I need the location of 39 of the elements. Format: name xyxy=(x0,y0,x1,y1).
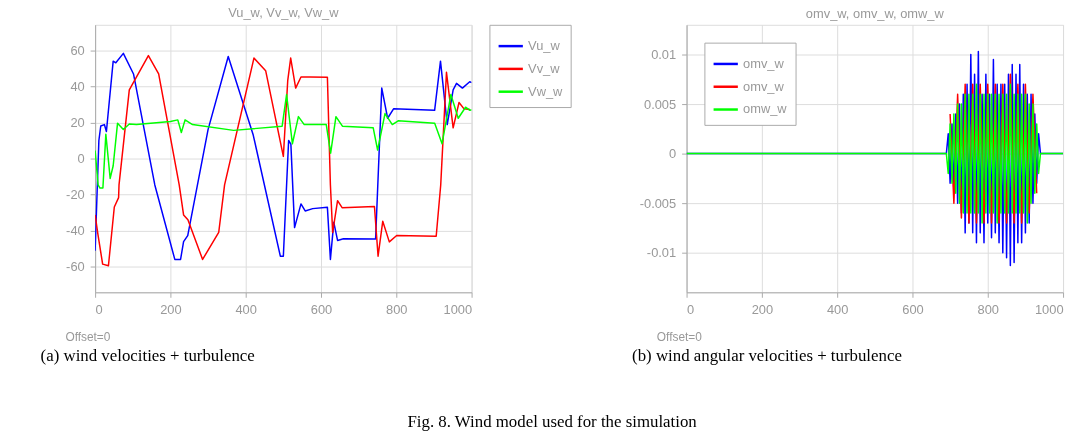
chart-title: omv_w, omv_w, omw_w xyxy=(805,5,945,21)
y-tick-label: 0.005 xyxy=(643,96,677,112)
chart-title: Vu_w, Vv_w, Vw_w xyxy=(228,5,340,21)
x-tick-label: 0 xyxy=(687,301,695,317)
legend-label: Vv_w xyxy=(528,60,561,76)
x-tick-label: 1000 xyxy=(443,301,473,317)
legend-label: Vw_w xyxy=(528,83,564,99)
y-tick-label: -40 xyxy=(66,223,85,239)
y-tick-label: -0.005 xyxy=(639,195,677,211)
x-tick-label: 800 xyxy=(386,301,408,317)
y-tick-label: 0 xyxy=(669,146,677,162)
legend-label: omw_w xyxy=(743,101,788,117)
y-tick-label: 40 xyxy=(70,78,85,94)
x-tick-label: 0 xyxy=(95,301,103,317)
x-tick-label: 600 xyxy=(310,301,333,317)
y-tick-label: 20 xyxy=(70,114,85,130)
y-tick-label: -60 xyxy=(66,259,85,275)
caption: Fig. 8. Wind model used for the simulation xyxy=(407,411,698,431)
y-tick-label: 0 xyxy=(77,151,85,167)
line-series xyxy=(95,93,472,189)
y-tick-label: -20 xyxy=(66,187,85,203)
y-tick-label: 60 xyxy=(70,42,85,58)
x-tick-label: 400 xyxy=(235,301,257,317)
text: Offset=0 xyxy=(65,329,111,344)
legend-label: omv_w xyxy=(743,78,785,94)
text: (a) wind velocities + turbulence xyxy=(40,345,255,365)
x-tick-label: 200 xyxy=(751,301,774,317)
legend-label: Vu_w xyxy=(528,38,561,54)
line-series xyxy=(686,83,1064,224)
x-tick-label: 800 xyxy=(977,301,999,317)
x-tick-label: 200 xyxy=(160,301,182,317)
text: (b) wind angular velocities + turbulence xyxy=(632,345,902,365)
legend-label: omv_w xyxy=(743,55,785,71)
x-tick-label: 600 xyxy=(902,301,924,317)
x-tick-label: 1000 xyxy=(1034,301,1064,317)
text: Offset=0 xyxy=(656,329,703,344)
y-tick-label: -0.01 xyxy=(646,245,677,261)
x-tick-label: 400 xyxy=(826,301,849,317)
y-tick-label: 0.01 xyxy=(651,46,677,62)
